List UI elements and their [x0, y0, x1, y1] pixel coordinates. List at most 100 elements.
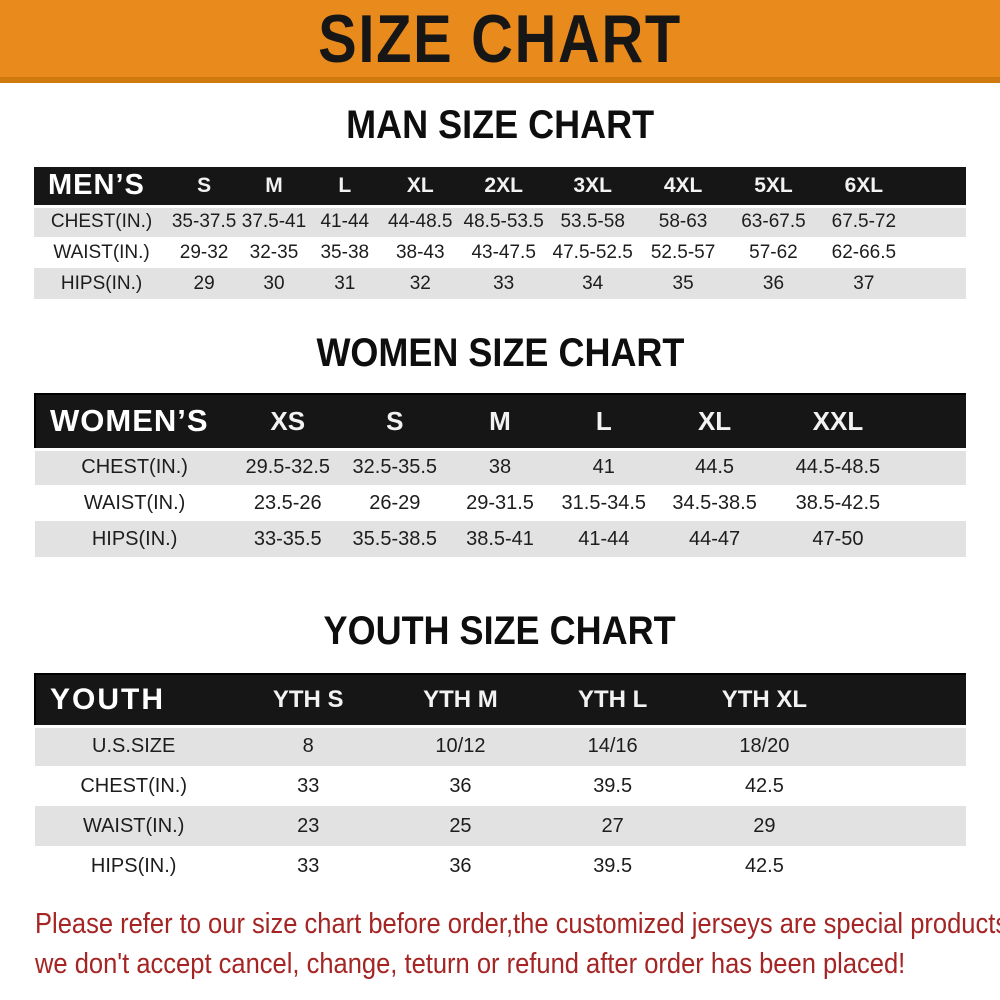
youth-size-table: YOUTH YTH S YTH M YTH L YTH XL U.S.SIZE … — [33, 673, 966, 886]
men-size-3xl: 3XL — [547, 167, 638, 208]
cell: 31.5-34.5 — [561, 491, 647, 514]
youth-chest-row: CHEST(IN.) 33 36 39.5 42.5 — [35, 766, 966, 806]
cell: 35-37.5 — [171, 211, 237, 233]
youth-waist-row: WAIST(IN.) 23 25 27 29 — [35, 806, 966, 846]
cell: 53.5-58 — [560, 211, 625, 233]
men-hips-row: HIPS(IN.) 29 30 31 32 33 34 35 36 37 — [34, 268, 966, 299]
men-table-header-row: MEN’S S M L XL 2XL 3XL 4XL 5XL 6XL — [34, 167, 966, 208]
row-label: HIPS(IN.) — [90, 854, 177, 877]
cell: 41 — [592, 456, 615, 479]
cell: 39.5 — [593, 854, 633, 877]
row-label: WAIST(IN.) — [53, 241, 150, 263]
men-waist-row: WAIST(IN.) 29-32 32-35 35-38 38-43 43-47… — [34, 237, 966, 268]
cell: 37.5-41 — [241, 211, 307, 233]
women-table-header-label: WOMEN’S — [33, 393, 235, 451]
cell: 32-35 — [249, 241, 299, 263]
youth-table-header-label: YOUTH — [33, 673, 233, 728]
cell: 14/16 — [587, 735, 638, 758]
men-size-xl: XL — [380, 167, 460, 208]
cell: 25 — [449, 814, 472, 837]
men-size-table: MEN’S S M L XL 2XL 3XL 4XL 5XL 6XL CHEST… — [34, 167, 966, 299]
youth-section-title: YOUTH SIZE CHART — [0, 609, 1000, 653]
cell: 57-62 — [749, 241, 798, 263]
cell: 27 — [601, 814, 624, 837]
cell: 31 — [334, 272, 356, 294]
spacer-cell — [909, 206, 966, 237]
youth-ussize-row: U.S.SIZE 8 10/12 14/16 18/20 — [35, 726, 966, 766]
row-label: WAIST(IN.) — [82, 814, 185, 837]
women-size-s: S — [341, 393, 449, 451]
cell: 29 — [193, 272, 215, 294]
youth-table-header-row: YOUTH YTH S YTH M YTH L YTH XL — [33, 673, 966, 728]
spacer-cell — [840, 766, 966, 806]
youth-size-m: YTH M — [384, 673, 537, 728]
cell: 35-38 — [320, 241, 370, 263]
cell: 44-47 — [689, 527, 741, 550]
cell: 29-32 — [179, 241, 229, 263]
spacer-cell — [903, 485, 966, 521]
cell: 38-43 — [395, 241, 445, 263]
cell: 41-44 — [320, 211, 370, 233]
women-size-m: M — [448, 393, 552, 451]
cell: 35.5-38.5 — [352, 527, 438, 550]
cell: 29 — [753, 814, 776, 837]
spacer-cell — [903, 521, 966, 557]
men-size-s: S — [169, 167, 240, 208]
cell: 23.5-26 — [253, 491, 322, 514]
men-table-header-label: MEN’S — [34, 167, 170, 208]
cell: 44.5 — [695, 456, 735, 479]
women-size-xxl: XXL — [773, 393, 903, 451]
spacer-cell — [909, 237, 966, 268]
youth-hips-row: HIPS(IN.) 33 36 39.5 42.5 — [35, 846, 966, 886]
youth-section-title-text: YOUTH SIZE CHART — [323, 609, 677, 653]
cell: 34 — [582, 272, 604, 294]
spacer-cell — [909, 268, 966, 299]
women-size-xs: XS — [234, 393, 342, 451]
cell: 44-48.5 — [388, 211, 453, 233]
youth-size-xl: YTH XL — [688, 673, 841, 728]
spacer-cell — [840, 726, 966, 766]
cell: 33 — [493, 272, 515, 294]
youth-size-s: YTH S — [232, 673, 385, 728]
spacer-cell — [840, 806, 966, 846]
row-label: HIPS(IN.) — [60, 272, 143, 294]
cell: 63-67.5 — [741, 211, 806, 233]
women-hips-row: HIPS(IN.) 33-35.5 35.5-38.5 38.5-41 41-4… — [35, 521, 966, 557]
cell: 42.5 — [744, 774, 784, 797]
spacer-cell — [903, 449, 966, 485]
cell: 43-47.5 — [471, 241, 536, 263]
women-chest-row: CHEST(IN.) 29.5-32.5 32.5-35.5 38 41 44.… — [35, 449, 966, 485]
women-waist-row: WAIST(IN.) 23.5-26 26-29 29-31.5 31.5-34… — [35, 485, 966, 521]
cell: 39.5 — [593, 774, 633, 797]
spacer-cell — [902, 393, 966, 451]
women-section-title: WOMEN SIZE CHART — [0, 331, 1000, 375]
women-size-xl: XL — [655, 393, 774, 451]
cell: 41-44 — [578, 527, 630, 550]
cell: 35 — [672, 272, 694, 294]
cell: 32 — [409, 272, 431, 294]
cell: 33 — [297, 774, 320, 797]
cell: 8 — [302, 735, 314, 758]
men-size-5xl: 5XL — [728, 167, 819, 208]
cell: 58-63 — [658, 211, 708, 233]
disclaimer-line-1: Please refer to our size chart before or… — [35, 908, 1000, 940]
man-section-title-text: MAN SIZE CHART — [346, 103, 654, 147]
cell: 30 — [263, 272, 285, 294]
men-size-4xl: 4XL — [637, 167, 729, 208]
cell: 33-35.5 — [253, 527, 322, 550]
cell: 47-50 — [812, 527, 864, 550]
cell: 18/20 — [739, 735, 790, 758]
disclaimer-line-2: we don't accept cancel, change, teturn o… — [35, 948, 906, 980]
spacer-cell — [840, 846, 966, 886]
cell: 38.5-41 — [466, 527, 534, 550]
women-size-table: WOMEN’S XS S M L XL XXL CHEST(IN.) 29.5-… — [33, 393, 966, 557]
women-section-title-text: WOMEN SIZE CHART — [316, 331, 684, 375]
cell: 48.5-53.5 — [463, 211, 544, 233]
cell: 29.5-32.5 — [245, 456, 330, 479]
women-size-l: L — [551, 393, 656, 451]
banner-title: SIZE CHART — [318, 0, 682, 77]
cell: 38.5-42.5 — [795, 491, 881, 514]
row-label: CHEST(IN.) — [50, 211, 153, 233]
spacer-cell — [840, 673, 966, 728]
cell: 23 — [297, 814, 320, 837]
